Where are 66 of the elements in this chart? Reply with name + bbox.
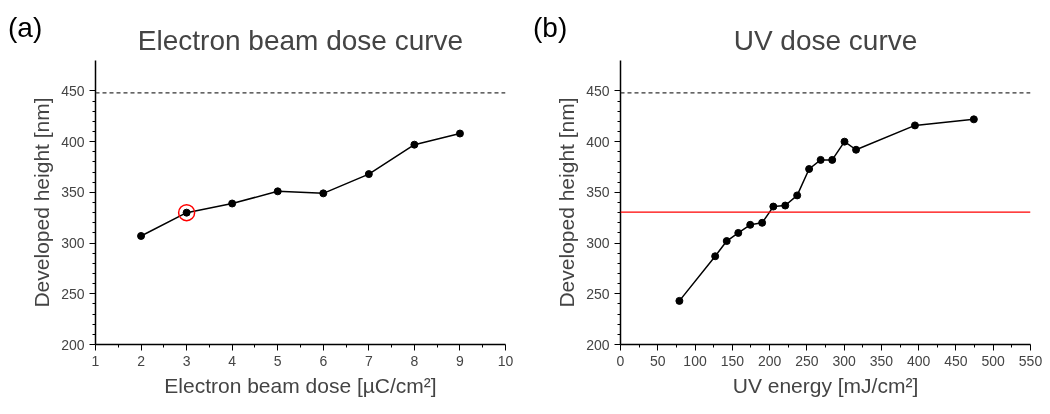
text: (a) xyxy=(8,11,43,45)
x-axis-title: Electron beam dose [µC/cm²] xyxy=(164,373,437,397)
point xyxy=(722,237,731,246)
x-tick-label: 2 xyxy=(137,352,146,369)
x-tick-label: 8 xyxy=(410,352,419,369)
chart-title: UV dose curve xyxy=(733,24,918,56)
x-tick-label: 10 xyxy=(497,352,514,369)
y-tick-label: 200 xyxy=(586,336,610,353)
y-axis-title: Developed height [nm] xyxy=(30,97,54,308)
y-tick-label: 400 xyxy=(61,133,85,150)
y-tick-label: 200 xyxy=(61,336,85,353)
point xyxy=(410,140,419,149)
y-tick-label: 250 xyxy=(61,285,85,302)
point xyxy=(769,202,778,211)
x-tick-label: 5 xyxy=(273,352,282,369)
x-tick-label: 1 xyxy=(91,352,100,369)
y-axis-title: Developed height [nm] xyxy=(555,97,579,308)
point xyxy=(781,201,790,210)
point xyxy=(910,121,919,130)
x-tick-label: 500 xyxy=(981,352,1006,369)
x-tick-label: 6 xyxy=(319,352,328,369)
point xyxy=(969,115,978,124)
point xyxy=(273,187,282,196)
point xyxy=(137,231,146,240)
point xyxy=(364,170,373,179)
x-tick-label: 0 xyxy=(616,352,625,369)
y-tick-label: 450 xyxy=(61,82,85,99)
y-tick-label: 450 xyxy=(586,82,610,99)
point xyxy=(734,228,743,237)
x-tick-label: 200 xyxy=(757,352,782,369)
x-tick-label: 3 xyxy=(182,352,191,369)
point xyxy=(455,129,464,138)
point xyxy=(675,296,684,305)
x-tick-label: 450 xyxy=(944,352,968,369)
point xyxy=(852,145,861,154)
point xyxy=(828,155,837,164)
x-tick-label: 550 xyxy=(1018,352,1043,369)
point xyxy=(711,252,720,261)
point xyxy=(793,191,802,200)
x-tick-label: 4 xyxy=(228,352,237,369)
y-tick-label: 300 xyxy=(586,235,610,252)
y-tick-label: 300 xyxy=(61,235,85,252)
y-tick-label: 350 xyxy=(586,184,610,201)
x-tick-label: 400 xyxy=(907,352,931,369)
point xyxy=(319,189,328,198)
point xyxy=(177,203,196,222)
point xyxy=(816,155,825,164)
point xyxy=(840,137,849,146)
x-tick-label: 350 xyxy=(869,352,894,369)
x-tick-label: 150 xyxy=(720,352,745,369)
point xyxy=(746,220,755,229)
x-tick-label: 50 xyxy=(649,352,666,369)
chart-title: Electron beam dose curve xyxy=(137,24,464,56)
text: (b) xyxy=(533,11,568,45)
x-tick-label: 9 xyxy=(456,352,465,369)
point xyxy=(805,165,814,174)
point xyxy=(228,199,237,208)
point xyxy=(758,218,767,227)
x-tick-label: 7 xyxy=(364,352,373,369)
y-tick-label: 350 xyxy=(61,184,85,201)
x-tick-label: 300 xyxy=(832,352,857,369)
x-tick-label: 250 xyxy=(795,352,819,369)
x-tick-label: 100 xyxy=(683,352,707,369)
y-tick-label: 400 xyxy=(586,133,610,150)
x-axis-title: UV energy [mJ/cm²] xyxy=(732,373,919,397)
y-tick-label: 250 xyxy=(586,285,610,302)
